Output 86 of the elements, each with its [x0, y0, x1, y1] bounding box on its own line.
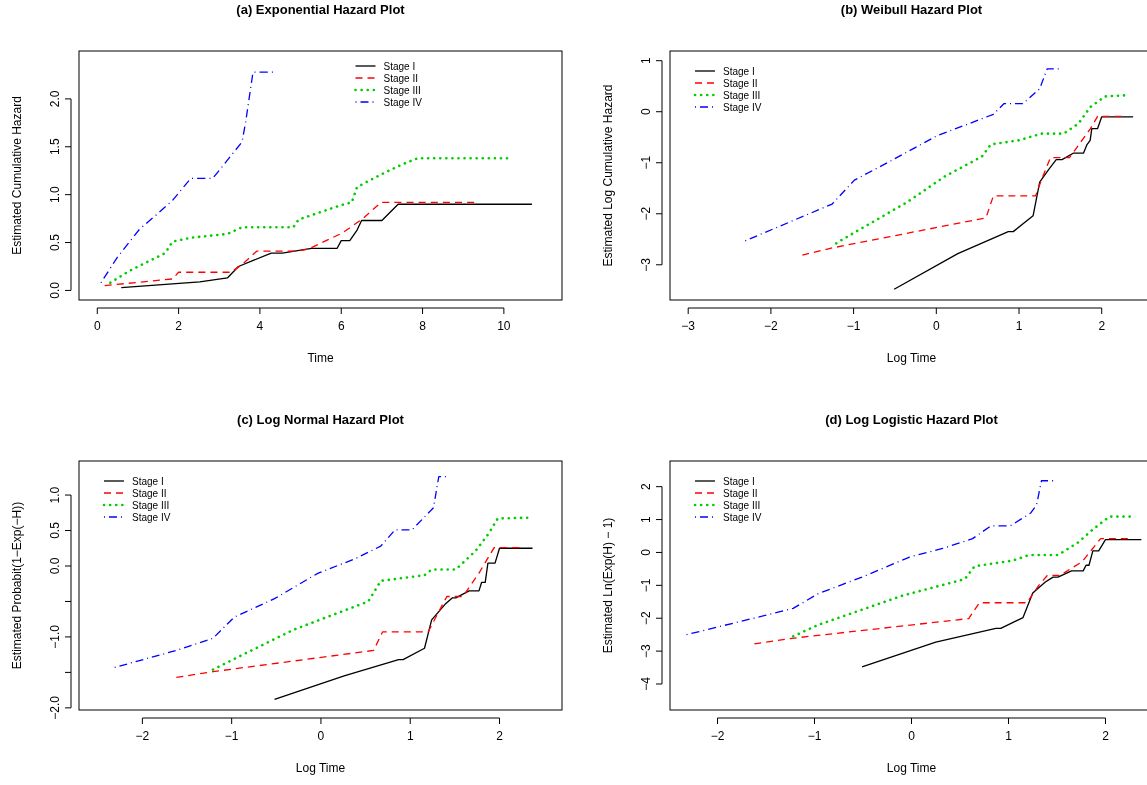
- line-series: [753, 537, 1129, 645]
- line-series: [120, 203, 533, 289]
- y-tick-label: 0.0: [48, 557, 62, 575]
- x-tick-label: −3: [681, 319, 696, 333]
- x-axis-title: Log Time: [886, 761, 937, 775]
- y-tick-label: −1: [639, 155, 653, 170]
- legend-label: Stage II: [723, 78, 758, 89]
- y-tick-label: 0: [639, 108, 653, 116]
- y-tick-label: 0.5: [48, 521, 62, 539]
- line-series: [893, 116, 1134, 290]
- legend-label: Stage III: [132, 500, 170, 511]
- y-tick-label: 1.5: [48, 138, 62, 156]
- chart-title: (b) Weibull Hazard Plot: [840, 2, 983, 17]
- y-tick-label: −1.0: [48, 624, 62, 649]
- x-tick-label: 0: [317, 729, 325, 743]
- y-axis-title: Estimated Cumulative Hazard: [10, 96, 24, 255]
- line-series: [114, 475, 447, 669]
- y-tick-label: −2: [639, 206, 653, 221]
- legend-label: Stage II: [383, 73, 418, 84]
- line-series: [103, 201, 475, 287]
- x-tick-label: −1: [807, 729, 822, 743]
- y-tick-label: 1: [639, 57, 653, 65]
- x-tick-label: 8: [419, 319, 427, 333]
- x-axis-title: Log Time: [295, 761, 346, 775]
- line-series: [109, 156, 509, 285]
- y-axis-title: Estimated Probabit(1−Exp(−H)): [10, 501, 24, 670]
- y-tick-label: 0: [639, 548, 653, 556]
- x-tick-label: 6: [337, 319, 345, 333]
- legend-label: Stage I: [383, 61, 416, 72]
- y-tick-label: −3: [639, 643, 653, 658]
- chart-title: (d) Log Logistic Hazard Plot: [825, 412, 999, 427]
- line-series: [791, 515, 1132, 638]
- chart-title: (a) Exponential Hazard Plot: [236, 2, 406, 17]
- legend-label: Stage I: [723, 66, 755, 77]
- y-tick-label: −3: [639, 257, 653, 272]
- x-tick-label: −2: [764, 319, 779, 333]
- legend-label: Stage I: [132, 476, 164, 487]
- legend-label: Stage IV: [383, 97, 423, 108]
- y-axis-title: Estimated Ln(Exp(H) − 1): [601, 517, 615, 654]
- x-tick-label: 1: [1005, 729, 1013, 743]
- y-tick-label: −2.0: [48, 695, 62, 720]
- y-tick-label: 1.0: [48, 486, 62, 504]
- legend-label: Stage II: [723, 488, 758, 499]
- line-series: [175, 546, 520, 679]
- x-tick-label: 2: [1098, 319, 1106, 333]
- chart-title: (c) Log Normal Hazard Plot: [237, 412, 405, 427]
- legend-label: Stage IV: [132, 512, 171, 523]
- line-series: [801, 115, 1123, 256]
- x-tick-label: −1: [846, 319, 861, 333]
- y-tick-label: −2: [639, 611, 653, 626]
- line-series: [273, 547, 534, 701]
- legend-label: Stage IV: [723, 512, 762, 523]
- y-axis-title: Estimated Log Cumulative Hazard: [601, 84, 615, 267]
- y-tick-label: 0.5: [48, 233, 62, 251]
- x-tick-label: −1: [224, 729, 239, 743]
- x-tick-label: 0: [932, 319, 940, 333]
- x-tick-label: 0: [93, 319, 101, 333]
- x-axis-title: Time: [307, 351, 334, 365]
- y-tick-label: 2.0: [48, 90, 62, 108]
- y-tick-label: 0.0: [48, 281, 62, 299]
- x-tick-label: 0: [908, 729, 916, 743]
- line-series: [100, 71, 274, 284]
- x-tick-label: 1: [406, 729, 414, 743]
- x-tick-label: 2: [1102, 729, 1110, 743]
- legend-label: Stage III: [723, 90, 761, 101]
- x-tick-label: 2: [175, 319, 183, 333]
- x-tick-label: 2: [496, 729, 504, 743]
- x-tick-label: 1: [1015, 319, 1023, 333]
- y-tick-label: 1: [639, 515, 653, 523]
- x-axis-title: Log Time: [886, 351, 937, 365]
- line-series: [834, 94, 1126, 245]
- legend-label: Stage III: [723, 500, 761, 511]
- x-tick-label: −2: [710, 729, 725, 743]
- legend-label: Stage IV: [723, 102, 762, 113]
- legend-label: Stage II: [132, 488, 167, 499]
- y-tick-label: −1: [639, 578, 653, 593]
- y-tick-label: −4: [639, 676, 653, 691]
- line-series: [211, 516, 529, 671]
- line-series: [861, 538, 1143, 668]
- x-tick-label: −2: [135, 729, 150, 743]
- y-tick-label: 1.0: [48, 185, 62, 203]
- legend-label: Stage I: [723, 476, 755, 487]
- x-tick-label: 10: [497, 319, 511, 333]
- legend-label: Stage III: [383, 85, 421, 96]
- y-tick-label: 2: [639, 483, 653, 490]
- x-tick-label: 4: [256, 319, 264, 333]
